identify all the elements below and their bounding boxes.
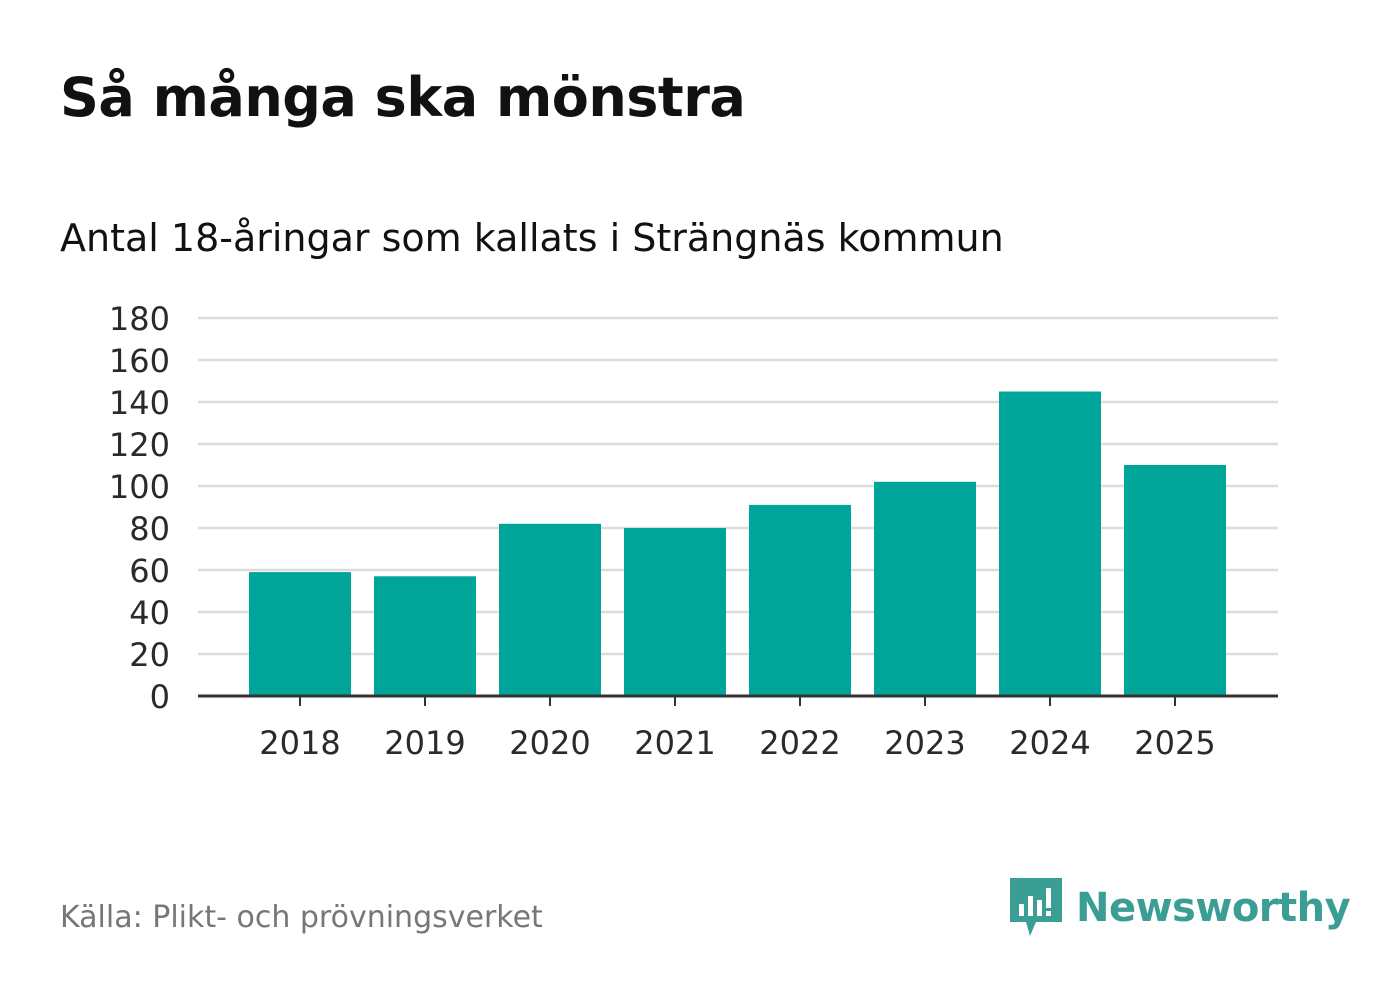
chart-subtitle: Antal 18-åringar som kallats i Strängnäs… — [60, 216, 1004, 260]
brand-name: Newsworthy — [1076, 885, 1351, 931]
bar — [999, 391, 1101, 696]
y-tick-label: 20 — [129, 636, 170, 674]
x-tick-label: 2025 — [1134, 724, 1215, 762]
chart-title: Så många ska mönstra — [60, 66, 746, 129]
y-tick-label: 120 — [109, 426, 170, 464]
brand-logo: Newsworthy — [1010, 878, 1351, 938]
x-tick-label: 2018 — [259, 724, 340, 762]
y-tick-label: 160 — [109, 342, 170, 380]
y-tick-label: 80 — [129, 510, 170, 548]
bar — [624, 528, 726, 696]
y-tick-label: 0 — [150, 678, 170, 716]
y-tick-label: 140 — [109, 384, 170, 422]
x-tick-label: 2023 — [884, 724, 965, 762]
x-tick-label: 2020 — [509, 724, 590, 762]
bar — [499, 523, 601, 696]
bar-chart-speech-bubble-icon — [1010, 878, 1062, 936]
y-tick-label: 60 — [129, 552, 170, 590]
source-note: Källa: Plikt- och prövningsverket — [60, 900, 543, 935]
x-tick-label: 2019 — [384, 724, 465, 762]
y-tick-label: 40 — [129, 594, 170, 632]
y-tick-label: 100 — [109, 468, 170, 506]
bar — [249, 572, 351, 696]
x-tick-label: 2022 — [759, 724, 840, 762]
bar — [874, 481, 976, 696]
y-tick-label: 180 — [109, 300, 170, 338]
bar — [749, 504, 851, 696]
bar — [1124, 465, 1226, 696]
x-tick-label: 2024 — [1009, 724, 1090, 762]
x-tick-label: 2021 — [634, 724, 715, 762]
bar — [374, 576, 476, 696]
